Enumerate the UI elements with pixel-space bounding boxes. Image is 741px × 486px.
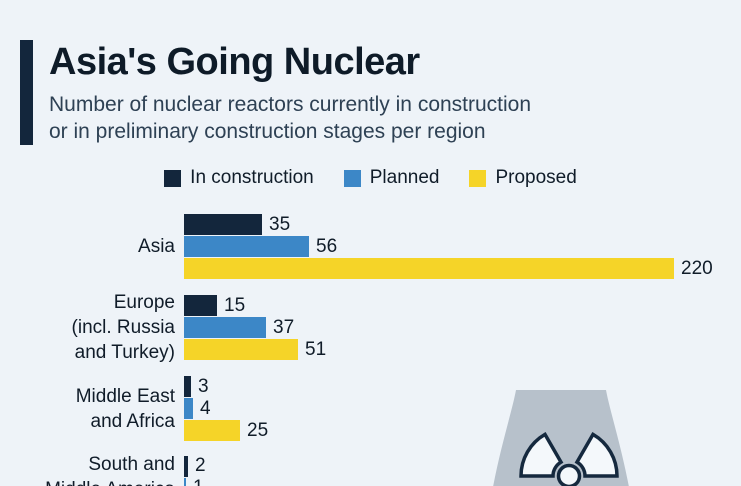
bar-value-label: 56: [316, 235, 338, 257]
bar-proposed: [184, 420, 240, 441]
bar-value-label: 51: [305, 338, 327, 360]
bar-line: 3: [184, 376, 741, 397]
category-label: Europe (incl. Russia and Turkey): [71, 292, 175, 363]
bar-line: 37: [184, 317, 741, 338]
bar-group: 3 4 25: [184, 375, 741, 442]
category-label: Middle East and Africa: [75, 385, 175, 432]
bar-line: 4: [184, 398, 741, 419]
bar-group: 21: [184, 455, 741, 486]
legend-item-in-construction: In construction: [164, 167, 314, 189]
subtitle: Number of nuclear reactors currently in …: [49, 91, 531, 145]
bar-chart: Asia 35 56 220 Europe (incl. Russia and Turk…: [0, 213, 741, 486]
bar-in-construction: [184, 455, 188, 477]
chart-row: South and Middle America 21: [0, 452, 741, 486]
bar-group: 15 37 51: [184, 294, 741, 361]
bar-planned: [184, 398, 193, 419]
bar-value-label: 2: [195, 455, 206, 476]
bar-line: 25: [184, 420, 741, 441]
page-title: Asia's Going Nuclear: [49, 41, 420, 83]
legend-swatch-in-construction: [164, 169, 182, 187]
bar-planned: [184, 477, 186, 486]
legend-swatch-planned: [343, 169, 361, 187]
bar-line: 56: [184, 236, 741, 257]
chart-row: Europe (incl. Russia and Turkey) 15 37 51: [0, 290, 741, 365]
legend-item-planned: Planned: [343, 167, 440, 189]
bar-line: 1: [184, 477, 741, 486]
bar-value-label: 220: [681, 257, 713, 279]
bar-value-label: 37: [273, 316, 295, 338]
bar-line: 15: [184, 295, 741, 316]
legend-item-proposed: Proposed: [469, 167, 577, 189]
bar-in-construction: [184, 214, 262, 235]
title-accent-bar: [20, 40, 33, 145]
chart-row: Asia 35 56 220: [0, 213, 741, 280]
bar-line: 2: [184, 455, 741, 477]
legend-label: Proposed: [495, 167, 577, 188]
bar-group: 35 56 220: [184, 213, 741, 280]
bar-line: 220: [184, 258, 741, 279]
bar-value-label: 1: [193, 477, 204, 486]
bar-value-label: 15: [224, 294, 246, 316]
header-text: Asia's Going Nuclear Number of nuclear r…: [49, 40, 531, 145]
bar-in-construction: [184, 376, 191, 397]
bar-in-construction: [184, 295, 217, 316]
bar-planned: [184, 236, 309, 257]
subtitle-line-2: or in preliminary construction stages pe…: [49, 120, 486, 143]
legend: In construction Planned Proposed: [0, 167, 741, 189]
category-label: South and Middle America: [45, 454, 175, 486]
bar-value-label: 25: [247, 419, 269, 441]
bar-value-label: 4: [200, 397, 211, 419]
chart-row: Middle East and Africa 3 4 25: [0, 375, 741, 442]
cooling-tower-graphic: [476, 384, 646, 486]
subtitle-line-1: Number of nuclear reactors currently in …: [49, 93, 532, 116]
legend-swatch-proposed: [469, 169, 487, 187]
bar-value-label: 35: [269, 213, 291, 235]
category-label: Asia: [138, 236, 175, 257]
bar-line: 51: [184, 339, 741, 360]
bar-value-label: 3: [198, 375, 209, 397]
legend-label: In construction: [190, 167, 314, 188]
bar-proposed: [184, 339, 298, 360]
radiation-trefoil-icon: [519, 432, 619, 486]
bar-line: 35: [184, 214, 741, 235]
bar-planned: [184, 317, 266, 338]
header: Asia's Going Nuclear Number of nuclear r…: [20, 40, 741, 145]
legend-label: Planned: [369, 167, 440, 188]
cooling-tower-icon: [493, 390, 629, 486]
bar-proposed: [184, 258, 674, 279]
